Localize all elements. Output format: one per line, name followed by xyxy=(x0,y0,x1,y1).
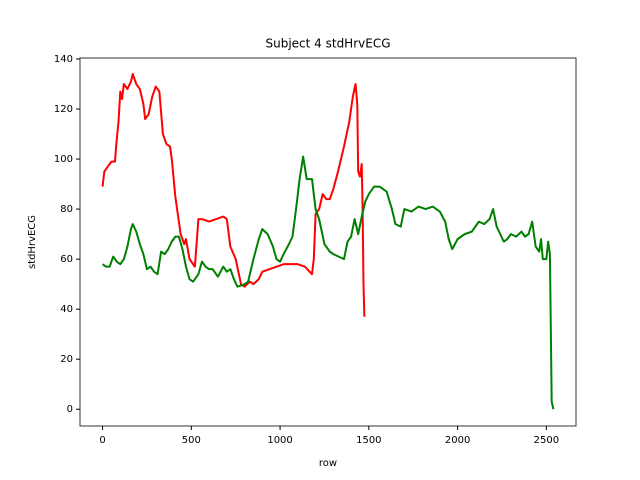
x-axis-label: row xyxy=(319,458,337,469)
x-tick-label: 0 xyxy=(99,435,105,446)
y-tick-label: 120 xyxy=(54,104,73,115)
y-tick-label: 80 xyxy=(60,204,73,215)
y-tick-label: 100 xyxy=(54,154,73,165)
y-tick-label: 60 xyxy=(60,254,73,265)
chart-title: Subject 4 stdHrvECG xyxy=(265,37,390,51)
plot-frame xyxy=(79,57,577,427)
y-tick-label: 40 xyxy=(60,304,73,315)
y-axis-label: stdHrvECG xyxy=(27,215,38,269)
series-line xyxy=(101,155,555,410)
x-tick-label: 2000 xyxy=(445,435,470,446)
x-tick-label: 1500 xyxy=(356,435,381,446)
x-tick-label: 1000 xyxy=(267,435,292,446)
y-tick-label: 0 xyxy=(67,404,73,415)
series-line xyxy=(101,73,366,317)
y-tick-label: 20 xyxy=(60,354,73,365)
x-tick-label: 500 xyxy=(182,435,201,446)
x-tick-label: 2500 xyxy=(534,435,559,446)
y-tick-label: 140 xyxy=(54,54,73,65)
